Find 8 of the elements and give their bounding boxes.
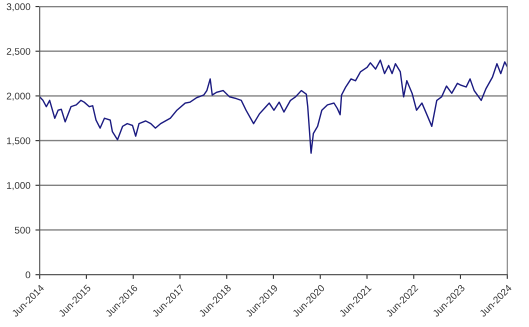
y-tick-label: 2,500: [6, 48, 30, 56]
y-tick-label: 1,500: [7, 137, 30, 146]
line-series: [40, 59, 508, 154]
y-tick-label: 2,000: [6, 92, 30, 101]
y-tick-label: 1,000: [7, 182, 30, 190]
y-tick-label: 3,000: [6, 3, 30, 12]
y-tick-label: 0: [26, 271, 30, 278]
y-tick-label: 500: [14, 226, 30, 234]
